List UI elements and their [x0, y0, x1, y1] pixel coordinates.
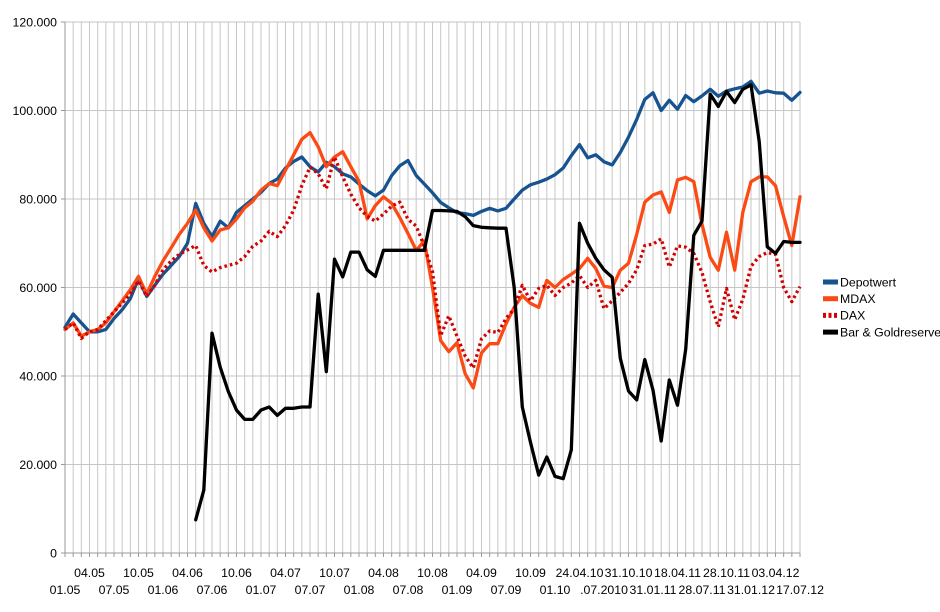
- x-axis-tick-label: 10.09: [515, 566, 546, 580]
- series-line-bar-goldreserven: [194, 83, 802, 522]
- x-axis-tick-label: 18.04.11: [654, 566, 701, 580]
- x-axis-tick-label: 03.04.12: [752, 566, 800, 580]
- x-axis-tick-label: 31.01.11: [630, 583, 677, 597]
- x-axis-tick-label: .07.2010: [580, 583, 628, 597]
- x-axis-tick-label: 07.09: [491, 583, 522, 597]
- x-axis-tick-label: 31.01.12: [727, 583, 775, 597]
- x-axis-tick-label: 31.10.10: [605, 566, 653, 580]
- y-axis-tick-label: 120.000: [13, 15, 58, 29]
- x-axis-tick-label: 01.05: [50, 583, 81, 597]
- y-axis-tick-label: 40.000: [19, 369, 57, 383]
- x-axis-tick-label: 01.08: [344, 583, 375, 597]
- x-axis-tick-label: 04.07: [270, 566, 301, 580]
- series-line-mdax: [63, 130, 802, 390]
- x-axis-tick-label: 10.05: [123, 566, 154, 580]
- legend-item-depotwert: Depotwert: [840, 275, 897, 289]
- y-axis-tick-label: 80.000: [19, 192, 57, 206]
- x-axis-tick-label: 24.04.10: [556, 566, 604, 580]
- x-axis-tick-label: 28.10.11: [703, 566, 750, 580]
- x-axis-tick-label: 01.06: [148, 583, 179, 597]
- x-axis-tick-label: 10.07: [319, 566, 350, 580]
- legend-item-dax: DAX: [840, 309, 865, 323]
- y-axis-tick-label: 100.000: [13, 104, 58, 118]
- x-axis-tick-label: 04.06: [172, 566, 203, 580]
- x-axis-tick-label: 01.09: [442, 583, 473, 597]
- x-axis-tick-label: 07.06: [197, 583, 228, 597]
- x-axis-tick-label: 01.10: [540, 583, 571, 597]
- x-axis-tick-label: 10.08: [417, 566, 448, 580]
- x-axis-tick-label: 28.07.11: [679, 583, 726, 597]
- series-line-depotwert: [63, 79, 802, 334]
- x-axis-tick-label: 07.05: [99, 583, 130, 597]
- x-axis-tick-label: 07.07: [295, 583, 326, 597]
- legend-item-bar-goldreserven: Bar & Goldreserven: [840, 325, 940, 339]
- series-line-dax: [63, 155, 802, 370]
- x-axis-tick-label: 04.08: [368, 566, 399, 580]
- y-axis-tick-label: 20.000: [19, 458, 57, 472]
- x-axis-tick-label: 07.08: [393, 583, 424, 597]
- x-axis-tick-label: 04.05: [74, 566, 105, 580]
- x-axis-tick-label: 01.07: [246, 583, 277, 597]
- y-axis-tick-label: 0: [50, 546, 57, 560]
- y-axis-tick-label: 60.000: [19, 281, 57, 295]
- x-axis-tick-label: 17.07.12: [776, 583, 824, 597]
- legend-item-mdax: MDAX: [840, 292, 876, 306]
- x-axis-tick-label: 04.09: [466, 566, 497, 580]
- x-axis-tick-label: 10.06: [221, 566, 252, 580]
